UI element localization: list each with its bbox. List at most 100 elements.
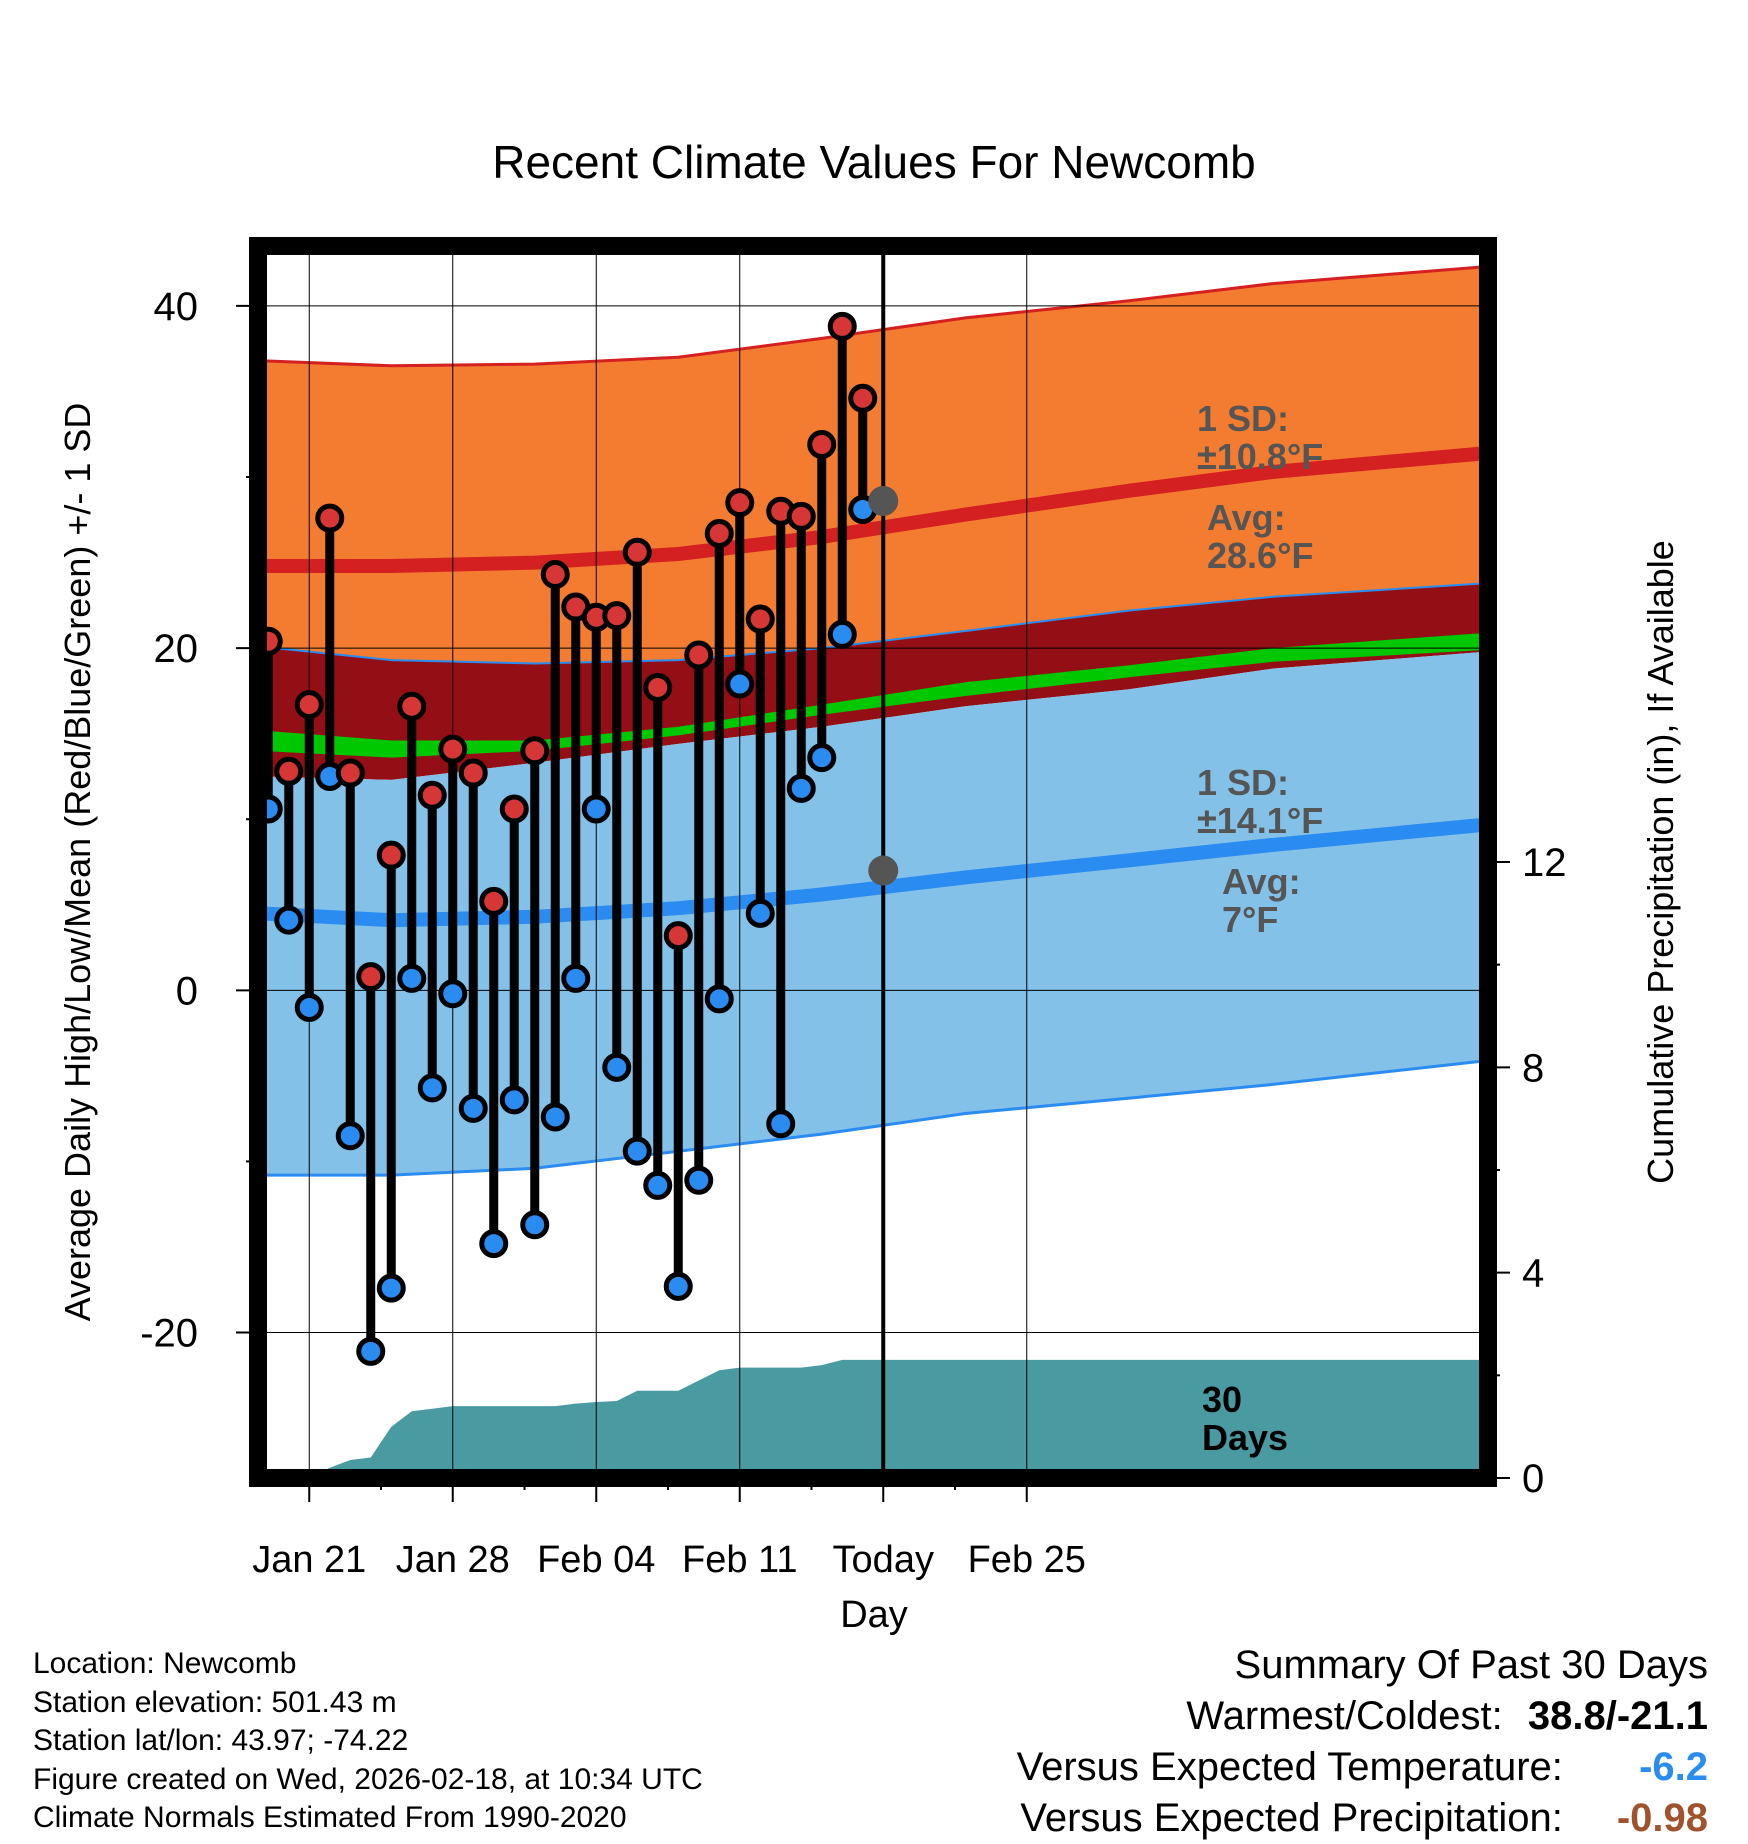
low-avg-annotation: Avg: 7°F (1222, 861, 1301, 940)
today-high-avg-dot (868, 485, 899, 516)
y2-axis-label: Cumulative Precipitation (in), If Availa… (1640, 540, 1681, 1184)
y2-tick-label: 12 (1522, 841, 1567, 885)
high-avg-annotation: Avg: 28.6°F (1207, 497, 1313, 576)
daily-high-marker (335, 758, 365, 788)
daily-low-marker (827, 619, 857, 649)
x-tick-label: Today (833, 1539, 934, 1581)
station-info: Location: Newcomb Station elevation: 501… (33, 1645, 703, 1838)
warmest-coldest-label: Warmest/Coldest: (1186, 1694, 1503, 1738)
daily-low-marker (602, 1052, 632, 1082)
daily-low-marker (643, 1170, 673, 1200)
daily-low-marker (356, 1336, 386, 1366)
daily-high-marker (786, 501, 816, 531)
summary-panel: Summary Of Past 30 Days Warmest/Coldest:… (1017, 1640, 1708, 1844)
daily-high-marker (397, 691, 427, 721)
plot-area: 1 SD: ±10.8°F Avg: 28.6°F 1 SD: ±14.1°F Avg: 7°… (140, 237, 1567, 1581)
temp-departure-value: -6.2 (1639, 1745, 1708, 1789)
daily-low-marker (745, 898, 775, 928)
today-low-avg-dot (868, 855, 899, 886)
low-sd-annotation: 1 SD: ±14.1°F (1197, 762, 1323, 841)
latlon-text: Station lat/lon: 43.97; -74.22 (33, 1724, 409, 1757)
daily-high-marker (684, 640, 714, 670)
daily-low-marker (499, 1085, 529, 1115)
daily-low-marker (540, 1102, 570, 1132)
created-text: Figure created on Wed, 2026-02-18, at 10… (33, 1762, 703, 1796)
x-tick-label: Jan 28 (396, 1539, 510, 1581)
daily-high-marker (540, 560, 570, 590)
daily-high-marker (602, 601, 632, 631)
x-tick-label: Feb 11 (682, 1539, 797, 1581)
daily-low-marker (807, 743, 837, 773)
normals-text: Climate Normals Estimated From 1990-2020 (33, 1801, 627, 1834)
low-normal-line (257, 817, 1489, 928)
precip-departure-value: -0.98 (1616, 1796, 1708, 1840)
temp-departure-label: Versus Expected Temperature: (1016, 1745, 1563, 1789)
y-axis-label: Average Daily High/Low/Mean (Red/Blue/Gr… (57, 403, 98, 1322)
daily-low-marker (520, 1210, 550, 1240)
daily-low-marker (294, 992, 324, 1022)
daily-low-marker (335, 1121, 365, 1151)
high-upper-line (257, 265, 1489, 368)
daily-high-marker (807, 429, 837, 459)
daily-low-marker (786, 773, 816, 803)
daily-high-marker (704, 518, 734, 548)
daily-high-marker (725, 488, 755, 518)
summary-heading: Summary Of Past 30 Days (1234, 1643, 1708, 1687)
daily-low-marker (766, 1109, 796, 1139)
daily-low-marker (704, 984, 734, 1014)
x-axis-label: Day (840, 1594, 908, 1636)
daily-low-marker (663, 1271, 693, 1301)
y-tick-label: 40 (154, 285, 199, 329)
daily-low-marker (438, 979, 468, 1009)
y-tick-label: -20 (140, 1312, 198, 1356)
high-sd-annotation: 1 SD: ±10.8°F (1197, 398, 1323, 477)
daily-high-marker (827, 311, 857, 341)
daily-high-marker (294, 690, 324, 720)
x-tick-label: Feb 25 (968, 1539, 1086, 1581)
cumulative-precip-area (258, 1359, 1488, 1478)
daily-high-marker (438, 734, 468, 764)
y2-tick-label: 0 (1522, 1457, 1544, 1501)
mean-normal-band (258, 632, 1488, 758)
daily-high-marker (458, 758, 488, 788)
chart-title: Recent Climate Values For Newcomb (492, 136, 1256, 188)
daily-high-marker (745, 604, 775, 634)
daily-low-marker (725, 669, 755, 699)
daily-high-marker (520, 736, 550, 766)
y2-tick-label: 4 (1522, 1252, 1544, 1296)
daily-low-marker (684, 1165, 714, 1195)
warmest-coldest-row: Warmest/Coldest: 38.8/-21.1 (1017, 1691, 1708, 1742)
daily-low-marker (458, 1093, 488, 1123)
precip-departure-label: Versus Expected Precipitation: (1020, 1796, 1563, 1840)
daily-high-marker (643, 672, 673, 702)
daily-low-marker (397, 963, 427, 993)
x-tick-label: Feb 04 (537, 1539, 655, 1581)
daily-low-marker (581, 794, 611, 824)
daily-high-marker (848, 383, 878, 413)
location-text: Location: Newcomb (33, 1647, 297, 1680)
daily-high-marker (479, 886, 509, 916)
warmest-coldest-value: 38.8/-21.1 (1527, 1694, 1708, 1738)
daily-high-marker (274, 756, 304, 786)
y2-tick-label: 8 (1522, 1046, 1544, 1090)
daily-high-marker (622, 537, 652, 567)
daily-low-marker (274, 905, 304, 935)
daily-high-marker (376, 840, 406, 870)
daily-high-marker (417, 780, 447, 810)
climate-chart: Recent Climate Values For Newcomb 1 SD: ±… (57, 136, 1681, 1636)
x-tick-label: Jan 21 (252, 1539, 366, 1581)
low-lower-line (258, 1059, 1489, 1177)
daily-high-marker (315, 503, 345, 533)
y-tick-label: 20 (154, 627, 199, 671)
daily-high-marker (499, 794, 529, 824)
daily-high-marker (356, 962, 386, 992)
high-low-overlap-band (258, 583, 1488, 780)
daily-low-marker (622, 1136, 652, 1166)
daily-low-marker (417, 1073, 447, 1103)
daily-low-marker (561, 963, 591, 993)
elevation-text: Station elevation: 501.43 m (33, 1685, 397, 1719)
low-sd-band (258, 651, 1488, 1176)
precip-departure-row: Versus Expected Precipitation: -0.98 (1017, 1793, 1708, 1844)
precip-period-annotation: 30 Days (1202, 1379, 1288, 1458)
temp-departure-row: Versus Expected Temperature: -6.2 (1017, 1742, 1708, 1793)
